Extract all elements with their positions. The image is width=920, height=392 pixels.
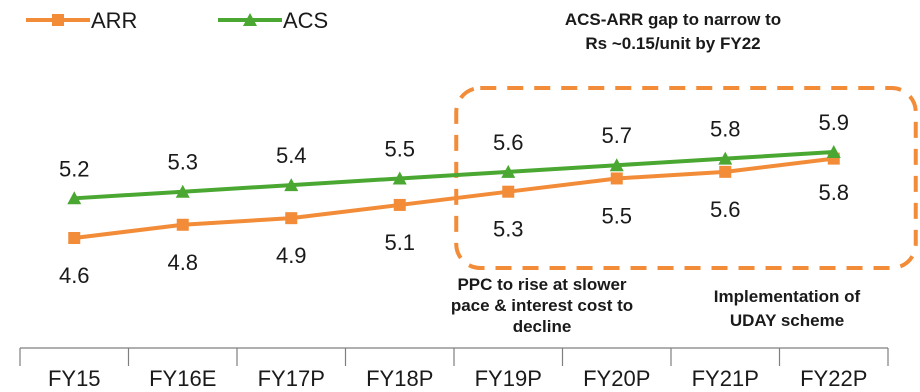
data-label-arr: 5.1	[384, 230, 415, 255]
data-point-arr	[610, 172, 623, 185]
annotation-ppc: pace & interest cost to	[451, 296, 633, 315]
series-group	[67, 145, 841, 244]
legend-marker-acs	[243, 13, 257, 26]
x-tick-label: FY21P	[692, 366, 759, 391]
data-label-arr: 5.5	[601, 203, 632, 228]
x-tick-label: FY16E	[149, 366, 216, 391]
annotation-uday: UDAY scheme	[730, 311, 844, 330]
data-label-arr: 4.6	[59, 263, 90, 288]
annotation-ppc: decline	[513, 317, 572, 336]
data-label-arr: 5.3	[493, 217, 524, 242]
x-tick-label: FY15	[48, 366, 101, 391]
data-label-acs: 5.4	[276, 143, 307, 168]
legend-label-acs: ACS	[283, 8, 328, 33]
series-line-arr	[74, 156, 834, 240]
highlight-box-outline	[454, 86, 918, 270]
data-label-arr: 4.8	[167, 250, 198, 275]
data-label-acs: 5.3	[167, 150, 198, 175]
data-point-arr	[502, 185, 515, 198]
series-line-acs	[74, 150, 834, 201]
x-axis: FY15 FY16E FY17P FY18P FY19P FY20P FY21P FY22P	[19, 347, 889, 391]
annotation-uday: Implementation of	[714, 287, 861, 306]
x-tick-label: FY22P	[800, 366, 867, 391]
x-tick-label: FY19P	[475, 366, 542, 391]
data-label-arr: 5.8	[818, 180, 849, 205]
data-point-acs	[501, 164, 516, 178]
data-point-arr	[719, 165, 732, 178]
data-label-acs: 5.6	[493, 130, 524, 155]
x-tick-label: FY20P	[583, 366, 650, 391]
data-point-arr	[285, 212, 298, 225]
data-label-arr: 5.6	[710, 197, 741, 222]
data-point-arr	[68, 232, 81, 244]
data-point-arr	[393, 198, 406, 211]
annotations: ACS-ARR gap to narrow to Rs ~0.15/unit by…	[451, 10, 861, 336]
annotation-gap: Rs ~0.15/unit by FY22	[585, 34, 760, 53]
x-tick-label: FY17P	[258, 366, 325, 391]
data-label-arr: 4.9	[276, 243, 307, 268]
data-label-acs: 5.5	[384, 136, 415, 161]
annotation-ppc: PPC to rise at slower	[457, 275, 626, 294]
data-point-acs	[284, 178, 299, 192]
data-label-acs: 5.7	[601, 123, 632, 148]
data-point-acs	[826, 145, 841, 159]
data-point-arr	[176, 218, 189, 231]
legend: ARR ACS	[26, 8, 328, 33]
highlight-box	[454, 86, 918, 270]
data-point-acs	[67, 191, 82, 205]
annotation-gap: ACS-ARR gap to narrow to	[565, 10, 781, 29]
data-point-acs	[392, 171, 407, 185]
data-label-acs: 5.2	[59, 156, 90, 181]
data-labels: 5.2 5.3 5.4 5.5 5.6 5.7 5.8 5.9 4.6 4.8 4.9 5.1 5.3 5…	[59, 110, 849, 288]
data-label-acs: 5.9	[818, 110, 849, 135]
data-point-acs	[718, 151, 733, 165]
x-tick-label: FY18P	[366, 366, 433, 391]
data-point-acs	[175, 184, 190, 198]
legend-marker-arr	[52, 14, 64, 26]
legend-label-arr: ARR	[91, 8, 137, 33]
data-label-acs: 5.8	[710, 117, 741, 142]
data-point-acs	[609, 158, 624, 172]
